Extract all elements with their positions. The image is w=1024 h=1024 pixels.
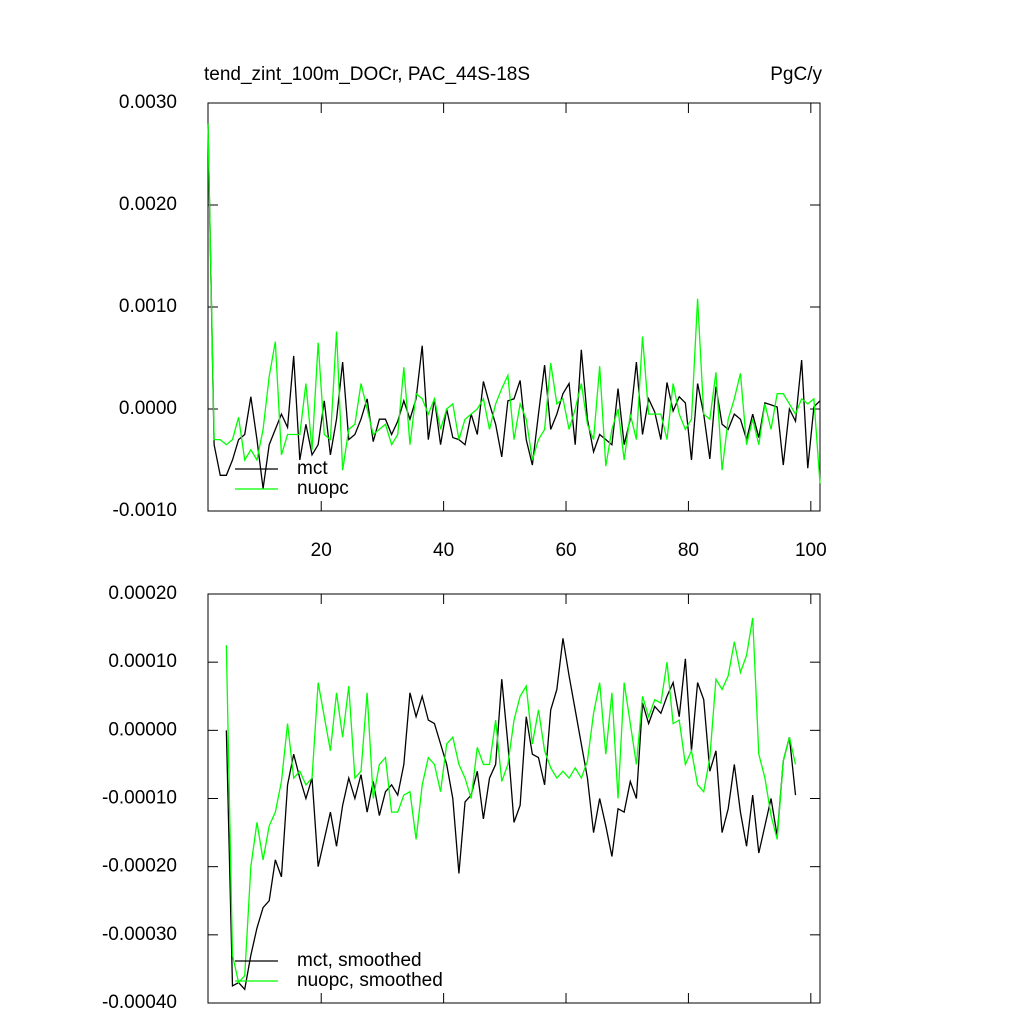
y-tick-label: 0.0020 [119, 194, 177, 215]
y-tick-label: 0.00000 [108, 719, 177, 740]
legend-label: mct [297, 458, 328, 479]
y-tick-label: -0.00030 [102, 924, 177, 945]
chart-title: tend_zint_100m_DOCr, PAC_44S-18S [204, 64, 530, 85]
x-tick-label: 80 [678, 540, 699, 561]
x-tick-label: 40 [433, 540, 454, 561]
y-tick-label: 0.00010 [108, 651, 177, 672]
y-tick-label: 0.0000 [119, 398, 177, 419]
units-label: PgC/y [770, 64, 822, 85]
legend-label: mct, smoothed [297, 950, 422, 971]
x-tick-label: 100 [795, 540, 827, 561]
x-tick-label: 20 [311, 540, 332, 561]
series-line [225, 638, 797, 991]
y-tick-label: 0.0030 [119, 92, 177, 113]
plot-frame [207, 593, 821, 1004]
legend-label: nuopc, smoothed [297, 970, 443, 991]
y-tick-label: 0.00020 [108, 583, 177, 604]
y-tick-label: -0.00040 [102, 992, 177, 1013]
y-tick-label: -0.00020 [102, 856, 177, 877]
x-tick-label: 60 [555, 540, 576, 561]
legend-label: nuopc [297, 478, 349, 499]
y-tick-label: -0.00010 [102, 788, 177, 809]
y-tick-label: 0.0010 [119, 296, 177, 317]
series-line [207, 123, 821, 484]
series-line [225, 617, 797, 984]
y-tick-label: -0.0010 [113, 500, 177, 521]
